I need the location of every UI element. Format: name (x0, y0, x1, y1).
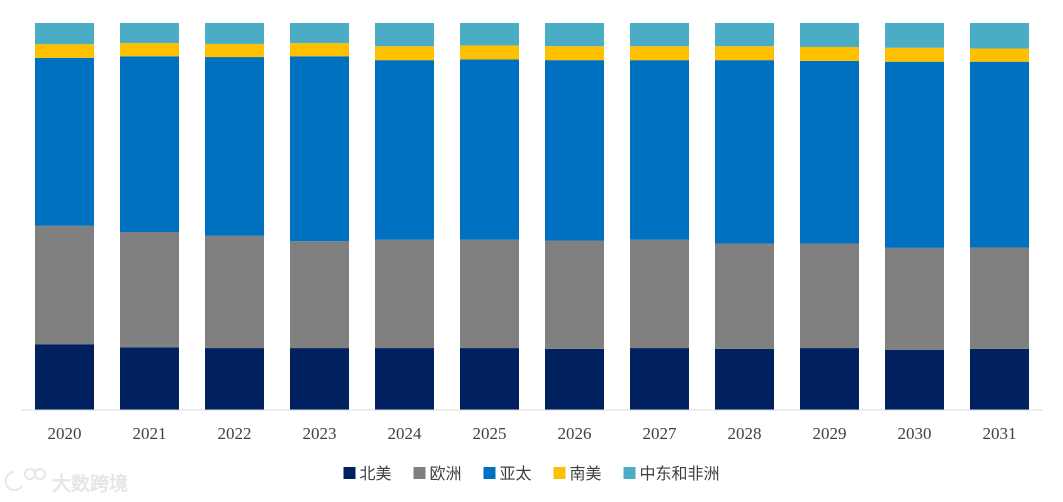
bar-segment-2028-3 (715, 60, 774, 244)
legend-swatch-3 (483, 467, 496, 479)
bar-segment-2022-3 (205, 57, 264, 236)
bar-segment-2028-1 (715, 348, 774, 410)
bar-segment-2020-4 (35, 44, 94, 58)
x-tick-label: 2025 (473, 424, 507, 443)
bar-segment-2021-1 (120, 347, 179, 410)
bar-segment-2025-2 (460, 239, 519, 349)
legend-swatch-5 (623, 467, 636, 479)
x-tick-label: 2028 (728, 424, 762, 443)
bar-segment-2024-5 (375, 23, 434, 47)
bar-segment-2021-3 (120, 56, 179, 232)
legend-swatch-4 (553, 467, 566, 479)
x-tick-label: 2020 (48, 424, 82, 443)
bar-segment-2031-5 (970, 23, 1029, 49)
bar-segment-2027-5 (630, 23, 689, 47)
bar-segment-2020-1 (35, 344, 94, 410)
x-tick-label: 2021 (133, 424, 167, 443)
legend-label-4: 南美 (570, 464, 602, 483)
bar-segment-2026-2 (545, 240, 604, 349)
legend-swatch-2 (413, 467, 426, 479)
bar-segment-2021-4 (120, 43, 179, 57)
bar-segment-2026-4 (545, 46, 604, 61)
legend-label-2: 欧洲 (430, 464, 462, 483)
x-tick-label: 2026 (558, 424, 592, 443)
bar-segment-2029-3 (800, 60, 859, 244)
bar-segment-2027-1 (630, 348, 689, 410)
bar-segment-2029-4 (800, 46, 859, 61)
x-tick-label: 2030 (898, 424, 932, 443)
bar-segment-2025-3 (460, 59, 519, 240)
bar-segment-2028-4 (715, 46, 774, 61)
x-tick-label: 2031 (983, 424, 1017, 443)
bar-segment-2020-3 (35, 57, 94, 226)
bar-segment-2025-4 (460, 45, 519, 60)
bar-segment-2021-5 (120, 23, 179, 44)
bar-segment-2022-2 (205, 235, 264, 349)
legend-swatch-1 (343, 467, 356, 479)
bar-segment-2028-2 (715, 243, 774, 349)
bar-segment-2022-4 (205, 43, 264, 58)
legend-label-3: 亚太 (500, 464, 532, 483)
bar-segment-2025-5 (460, 23, 519, 46)
bar-segment-2020-2 (35, 225, 94, 345)
legend: 北美 欧洲 亚太 南美 中东和非洲 (343, 464, 720, 483)
bar-segment-2027-2 (630, 239, 689, 349)
x-tick-label: 2024 (388, 424, 423, 443)
bar-segment-2022-1 (205, 348, 264, 410)
bar-segment-2029-5 (800, 23, 859, 47)
bar-segment-2024-2 (375, 239, 434, 349)
x-tick-label: 2023 (303, 424, 337, 443)
bar-segment-2023-1 (290, 348, 349, 410)
bar-segment-2030-4 (885, 47, 944, 62)
bar-segment-2031-1 (970, 348, 1029, 410)
bar-segment-2023-5 (290, 23, 349, 44)
bar-segment-2023-2 (290, 241, 349, 349)
bar-segment-2020-5 (35, 23, 94, 45)
x-tick-label: 2022 (218, 424, 252, 443)
bar-segment-2029-1 (800, 348, 859, 410)
bar-segment-2030-2 (885, 247, 944, 351)
bar-segment-2030-3 (885, 61, 944, 248)
bar-segment-2025-1 (460, 348, 519, 410)
bar-segment-2028-5 (715, 23, 774, 47)
bar-segment-2027-3 (630, 60, 689, 240)
x-tick-label: 2029 (813, 424, 847, 443)
bar-segment-2021-2 (120, 231, 179, 348)
bar-segment-2030-1 (885, 350, 944, 410)
bar-segment-2026-1 (545, 348, 604, 410)
bar-segment-2024-1 (375, 348, 434, 410)
bar-segment-2031-2 (970, 247, 1029, 349)
bars-layer (35, 23, 1029, 410)
watermark: 大数跨境 (4, 468, 128, 495)
x-tick-label: 2027 (643, 424, 678, 443)
logo-icon (4, 468, 46, 491)
bar-segment-2029-2 (800, 243, 859, 349)
bar-segment-2024-3 (375, 60, 434, 240)
watermark-text: 大数跨境 (52, 472, 128, 495)
bar-segment-2023-4 (290, 43, 349, 57)
x-tick-labels: 2020 2021 2022 2023 2024 2025 2026 2027 2028 2029… (48, 424, 1017, 443)
legend-label-1: 北美 (360, 464, 392, 483)
bar-segment-2026-3 (545, 60, 604, 241)
bar-segment-2022-5 (205, 23, 264, 44)
bar-segment-2027-4 (630, 46, 689, 61)
bar-segment-2031-4 (970, 48, 1029, 62)
bar-segment-2024-4 (375, 46, 434, 61)
legend-label-5: 中东和非洲 (640, 464, 720, 483)
bar-segment-2026-5 (545, 23, 604, 47)
bar-segment-2023-3 (290, 56, 349, 242)
bar-segment-2030-5 (885, 23, 944, 48)
bar-segment-2031-3 (970, 61, 1029, 248)
